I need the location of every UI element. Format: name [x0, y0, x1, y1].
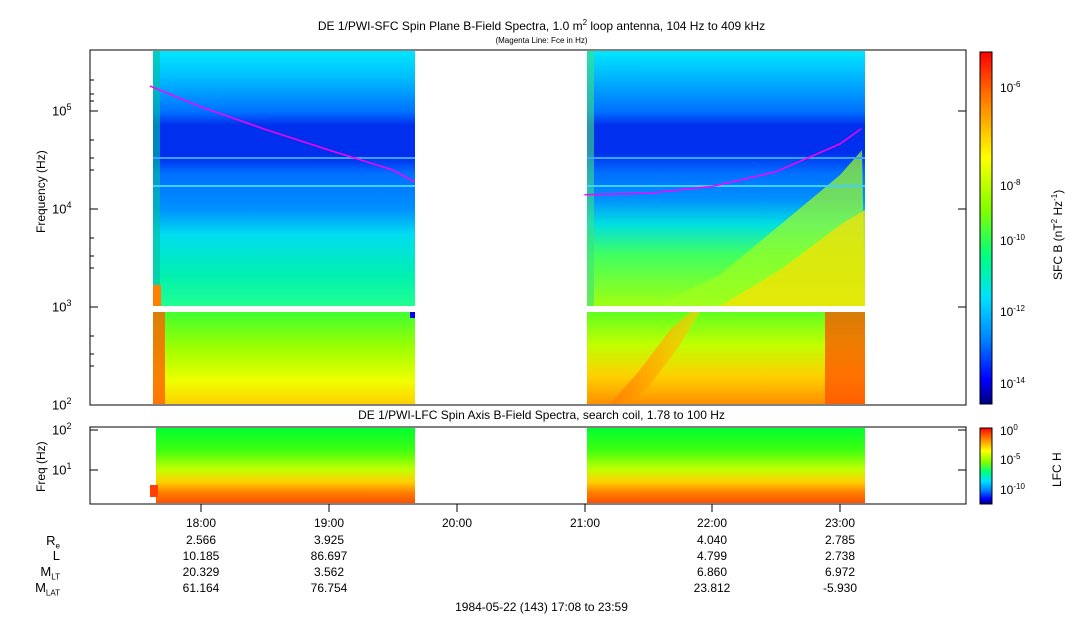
x-axis-ticks — [200, 504, 841, 512]
lfc-block-1 — [150, 428, 415, 503]
ephemeris-value: 86.697 — [310, 549, 348, 563]
x-tick-label: 20:00 — [441, 516, 473, 530]
ephemeris-value: -5.930 — [822, 581, 858, 595]
lfc-y-tick-label: 101 — [52, 461, 72, 478]
sfc-y-tick-label: 104 — [52, 200, 72, 217]
x-tick-label: 21:00 — [569, 516, 601, 530]
sfc-y-tick-label: 102 — [52, 396, 72, 413]
ephemeris-value: 6.860 — [696, 565, 728, 579]
ephemeris-value: 61.164 — [182, 581, 220, 595]
x-tick-label: 22:00 — [696, 516, 728, 530]
fce-line-1 — [149, 85, 415, 183]
sfc-edge-strip — [153, 285, 161, 306]
sfc-colorbar-tick-label: 10-14 — [1000, 376, 1025, 391]
lfc-gap — [150, 428, 156, 503]
sfc-edge-strip — [587, 51, 594, 306]
ephemeris-row-label: Re — [46, 533, 60, 551]
fce-line-2 — [584, 128, 862, 196]
sfc-edge-strip — [153, 51, 160, 306]
ephemeris-row-label: MLT — [40, 564, 60, 582]
sfc-lower-edge — [153, 312, 165, 404]
ephemeris-value: 76.754 — [310, 581, 348, 595]
lfc-colorbar-tick-label: 100 — [1000, 423, 1018, 438]
ephemeris-row-label: MLAT — [35, 580, 60, 598]
sfc-colorbar-tick-label: 10-8 — [1000, 178, 1021, 193]
ephemeris-row-label: L — [52, 548, 60, 563]
ephemeris-value: 20.329 — [182, 565, 220, 579]
sfc-chart-title: DE 1/PWI-SFC Spin Plane B-Field Spectra,… — [317, 18, 766, 33]
sfc-colorbar-tick-label: 10-12 — [1000, 304, 1025, 319]
lfc-colorbar — [979, 427, 993, 505]
ephemeris-value: 4.799 — [696, 549, 728, 563]
sfc-lower-emission — [610, 312, 700, 404]
ephemeris-value: 3.562 — [313, 565, 345, 579]
x-tick-label: 19:00 — [313, 516, 345, 530]
lfc-chart-title: DE 1/PWI-LFC Spin Axis B-Field Spectra, … — [358, 408, 725, 422]
lfc-block-2 — [587, 428, 865, 503]
ephemeris-value: 2.738 — [824, 549, 856, 563]
ephemeris-value: 23.812 — [693, 581, 731, 595]
lfc-colorbar-tick-label: 10-10 — [1000, 482, 1025, 497]
sfc-emission-core — [720, 210, 865, 306]
sfc-y-tick-label: 103 — [52, 298, 72, 315]
sfc-lower-hot-region — [825, 312, 865, 404]
sfc-colorbar — [979, 51, 993, 405]
fce-line-group — [149, 85, 862, 196]
sfc-colorbar-tick-label: 10-6 — [1000, 80, 1021, 95]
sfc-y-ticks — [90, 79, 966, 367]
lfc-y-ticks — [90, 429, 966, 471]
sfc-chart-subtitle: (Magenta Line: Fce in Hz) — [495, 36, 588, 45]
x-tick-label: 18:00 — [185, 516, 217, 530]
sfc-lower-marker — [410, 312, 415, 318]
sfc-lower-block-1 — [153, 312, 415, 404]
sfc-upper-block-1 — [153, 51, 415, 306]
time-range-footer: 1984-05-22 (143) 17:08 to 23:59 — [455, 600, 628, 614]
sfc-colorbar-tick-label: 10-10 — [1000, 233, 1025, 248]
ephemeris-value: 10.185 — [182, 549, 220, 563]
x-tick-label: 23:00 — [824, 516, 856, 530]
ephemeris-value: 3.925 — [313, 533, 345, 547]
ephemeris-value: 2.785 — [824, 533, 856, 547]
sfc-y-tick-label: 105 — [52, 102, 72, 119]
ephemeris-value: 2.566 — [185, 533, 217, 547]
lfc-colorbar-tick-label: 10-5 — [1000, 452, 1021, 467]
lfc-y-tick-label: 102 — [52, 421, 72, 438]
lfc-edge-strip — [150, 485, 158, 497]
ephemeris-value: 4.040 — [696, 533, 728, 547]
ephemeris-value: 6.972 — [824, 565, 856, 579]
